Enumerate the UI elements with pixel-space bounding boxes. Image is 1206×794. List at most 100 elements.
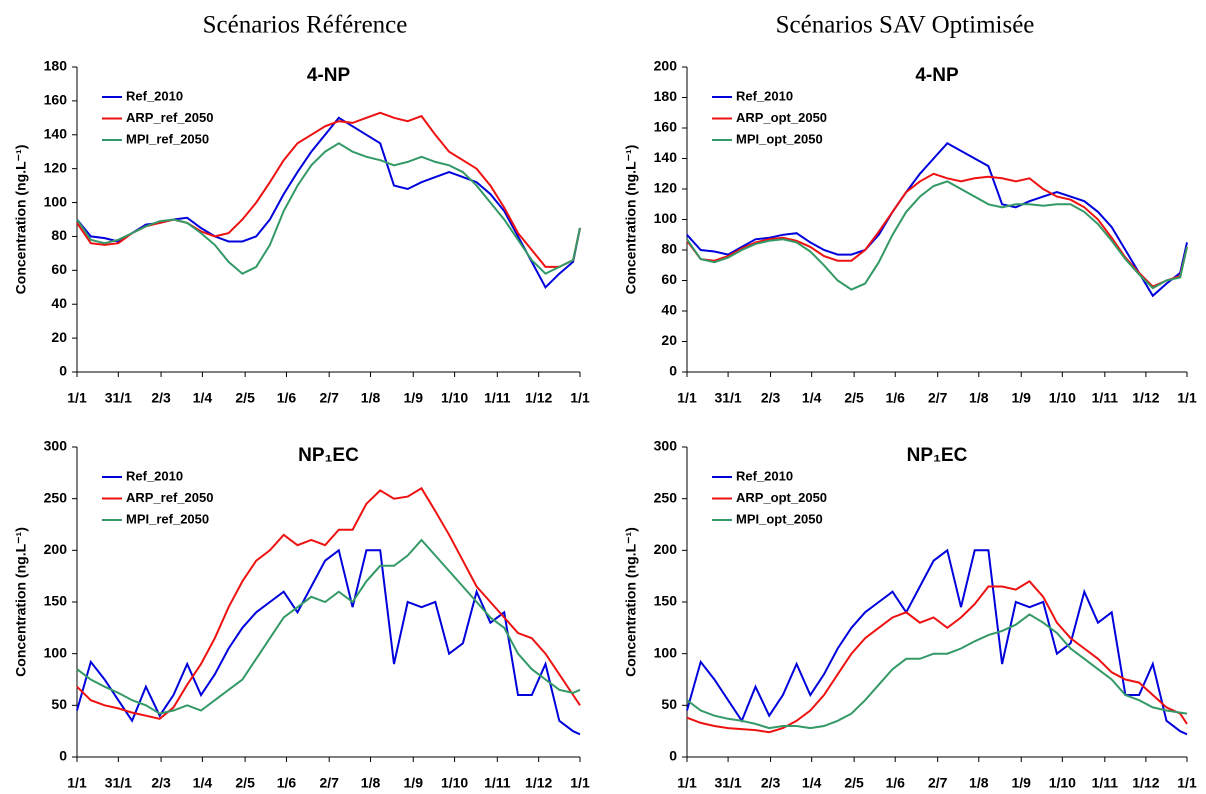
chart-title: 4-NP: [307, 65, 351, 86]
legend-label: ARP_opt_2050: [736, 110, 827, 125]
x-tick-label: 1/11: [1092, 775, 1119, 791]
chart-title: 4-NP: [915, 65, 959, 86]
x-tick-label: 1/1: [1177, 775, 1197, 791]
y-tick-label: 20: [51, 329, 67, 345]
series-line: [76, 111, 581, 268]
x-tick-label: 1/11: [484, 390, 511, 406]
x-tick-label: 1/8: [969, 390, 989, 406]
series-line: [686, 142, 1188, 298]
x-tick-label: 1/4: [802, 775, 822, 791]
legend-label: MPI_ref_2050: [126, 131, 209, 146]
x-tick-label: 1/4: [802, 390, 822, 406]
column-title: Scénarios Référence: [203, 12, 408, 39]
y-tick-label: 0: [669, 748, 677, 764]
y-tick-label: 100: [654, 644, 678, 660]
y-tick-label: 180: [654, 88, 678, 104]
legend-label: MPI_opt_2050: [736, 131, 823, 146]
x-tick-label: 2/5: [844, 775, 864, 791]
y-axis-label: Concentration (ng.L⁻¹): [13, 145, 29, 295]
legend-label: ARP_ref_2050: [126, 490, 213, 505]
y-tick-label: 160: [654, 119, 678, 135]
x-tick-label: 1/11: [1092, 390, 1119, 406]
y-tick-label: 80: [661, 241, 677, 257]
y-axis-label: Concentration (ng.L⁻¹): [13, 527, 29, 677]
x-tick-label: 1/12: [525, 775, 552, 791]
x-tick-label: 1/9: [1012, 775, 1032, 791]
x-tick-label: 2/3: [151, 775, 171, 791]
y-tick-label: 100: [44, 644, 68, 660]
x-tick-label: 1/9: [1012, 390, 1032, 406]
x-tick-label: 1/10: [1049, 390, 1076, 406]
chart-title: NP₁EC: [907, 445, 968, 466]
y-tick-label: 250: [44, 489, 68, 505]
series-line: [76, 142, 581, 275]
x-tick-label: 1/1: [677, 775, 697, 791]
x-tick-label: 1/6: [885, 390, 905, 406]
y-tick-label: 40: [661, 302, 677, 318]
x-tick-label: 1/10: [441, 775, 468, 791]
y-tick-label: 50: [661, 696, 677, 712]
y-tick-label: 0: [669, 363, 677, 379]
x-tick-label: 31/1: [714, 390, 741, 406]
x-tick-label: 2/3: [151, 390, 171, 406]
legend-label: Ref_2010: [126, 468, 183, 483]
series-line: [76, 538, 581, 715]
x-tick-label: 1/9: [404, 775, 424, 791]
x-tick-label: 1/10: [1049, 775, 1076, 791]
x-tick-label: 2/7: [928, 390, 948, 406]
y-tick-label: 180: [44, 58, 68, 74]
x-tick-label: 31/1: [714, 775, 741, 791]
y-tick-label: 200: [654, 541, 678, 557]
y-tick-label: 100: [654, 210, 678, 226]
y-tick-label: 140: [654, 149, 678, 165]
x-tick-label: 1/11: [484, 775, 511, 791]
chart-title: NP₁EC: [298, 445, 359, 466]
x-tick-label: 1/9: [404, 390, 424, 406]
x-tick-label: 1/1: [570, 775, 590, 791]
series-line: [76, 548, 581, 736]
x-tick-label: 2/7: [319, 390, 339, 406]
x-tick-label: 1/1: [677, 390, 697, 406]
y-tick-label: 160: [44, 92, 68, 108]
x-tick-label: 1/12: [525, 390, 552, 406]
y-tick-label: 60: [661, 271, 677, 287]
y-tick-label: 50: [51, 696, 67, 712]
y-tick-label: 250: [654, 489, 678, 505]
y-tick-label: 300: [654, 438, 678, 454]
y-tick-label: 120: [44, 159, 68, 175]
y-tick-label: 300: [44, 438, 68, 454]
x-tick-label: 1/4: [193, 390, 213, 406]
legend-label: Ref_2010: [736, 88, 793, 103]
x-tick-label: 1/8: [361, 775, 381, 791]
series-line: [686, 180, 1188, 291]
x-tick-label: 1/10: [441, 390, 468, 406]
legend-label: MPI_ref_2050: [126, 511, 209, 526]
y-tick-label: 60: [51, 261, 67, 277]
x-tick-label: 1/4: [193, 775, 213, 791]
x-tick-label: 1/1: [67, 390, 87, 406]
x-tick-label: 2/3: [761, 390, 781, 406]
column-title: Scénarios SAV Optimisée: [776, 12, 1035, 39]
x-tick-label: 1/12: [1132, 390, 1159, 406]
x-tick-label: 2/5: [235, 775, 255, 791]
x-tick-label: 31/1: [105, 775, 132, 791]
y-tick-label: 200: [654, 58, 678, 74]
x-tick-label: 1/6: [885, 775, 905, 791]
series-line: [686, 613, 1188, 730]
x-tick-label: 1/1: [570, 390, 590, 406]
x-tick-label: 1/12: [1132, 775, 1159, 791]
y-tick-label: 0: [59, 748, 67, 764]
y-tick-label: 140: [44, 125, 68, 141]
legend-label: MPI_opt_2050: [736, 511, 823, 526]
x-tick-label: 31/1: [105, 390, 132, 406]
x-tick-label: 2/5: [235, 390, 255, 406]
y-tick-label: 200: [44, 541, 68, 557]
legend-label: Ref_2010: [126, 88, 183, 103]
y-tick-label: 150: [44, 593, 68, 609]
legend-label: Ref_2010: [736, 468, 793, 483]
y-axis-label: Concentration (ng.L⁻¹): [623, 145, 639, 295]
series-line: [76, 486, 581, 720]
x-tick-label: 2/5: [844, 390, 864, 406]
legend-label: ARP_ref_2050: [126, 110, 213, 125]
